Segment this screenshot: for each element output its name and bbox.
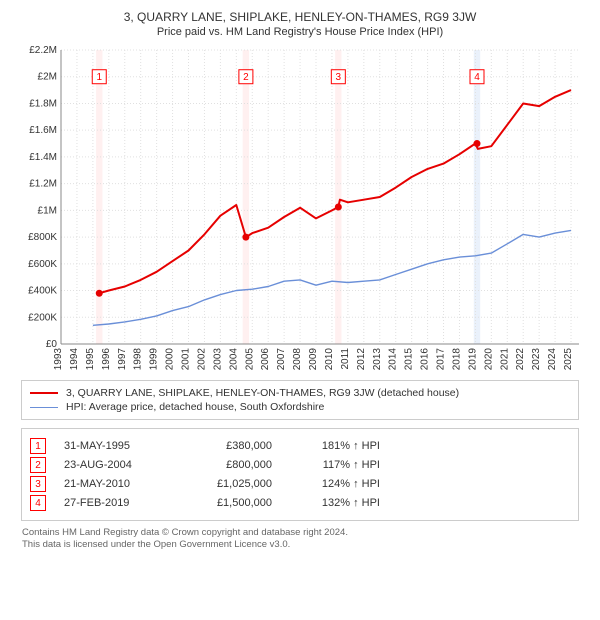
y-tick-label: £1M <box>38 205 57 216</box>
legend-label: 3, QUARRY LANE, SHIPLAKE, HENLEY-ON-THAM… <box>66 387 459 399</box>
x-tick-label: 2005 <box>244 348 255 371</box>
y-tick-label: £2M <box>38 72 57 83</box>
row-date: 27-FEB-2019 <box>64 497 164 509</box>
sale-marker-dot <box>96 290 103 297</box>
row-price: £1,025,000 <box>182 478 272 490</box>
row-price: £800,000 <box>182 459 272 471</box>
x-tick-label: 2000 <box>165 348 176 371</box>
x-tick-label: 2010 <box>324 348 335 371</box>
x-tick-label: 2001 <box>181 348 192 371</box>
table-row: 2 23-AUG-2004 £800,000 117% ↑ HPI <box>30 457 570 473</box>
row-price: £380,000 <box>182 440 272 452</box>
legend-label: HPI: Average price, detached house, Sout… <box>66 401 324 413</box>
chart-marker-label: 2 <box>243 72 249 83</box>
x-tick-label: 2020 <box>483 348 494 371</box>
table-row: 1 31-MAY-1995 £380,000 181% ↑ HPI <box>30 438 570 454</box>
row-price: £1,500,000 <box>182 497 272 509</box>
row-date: 21-MAY-2010 <box>64 478 164 490</box>
x-tick-label: 2004 <box>228 348 239 371</box>
table-row: 3 21-MAY-2010 £1,025,000 124% ↑ HPI <box>30 476 570 492</box>
x-tick-label: 1993 <box>53 348 64 371</box>
row-marker: 1 <box>30 438 46 454</box>
row-marker: 4 <box>30 495 46 511</box>
x-tick-label: 1994 <box>69 348 80 371</box>
credits-line: This data is licensed under the Open Gov… <box>22 539 578 551</box>
x-tick-label: 1996 <box>101 348 112 371</box>
x-tick-label: 2022 <box>515 348 526 371</box>
x-tick-label: 1995 <box>85 348 96 371</box>
row-date: 31-MAY-1995 <box>64 440 164 452</box>
legend-row: 3, QUARRY LANE, SHIPLAKE, HENLEY-ON-THAM… <box>30 387 570 399</box>
y-tick-label: £400K <box>28 286 57 297</box>
chart-marker-label: 4 <box>474 72 480 83</box>
table-row: 4 27-FEB-2019 £1,500,000 132% ↑ HPI <box>30 495 570 511</box>
x-tick-label: 1997 <box>117 348 128 371</box>
sales-table: 1 31-MAY-1995 £380,000 181% ↑ HPI 2 23-AUG-20… <box>21 428 579 521</box>
x-tick-label: 1999 <box>149 348 160 371</box>
x-tick-label: 2021 <box>499 348 510 371</box>
x-tick-label: 2015 <box>404 348 415 371</box>
x-tick-label: 2023 <box>531 348 542 371</box>
x-tick-label: 2024 <box>547 348 558 371</box>
sale-marker-dot <box>473 140 480 147</box>
x-tick-label: 2003 <box>212 348 223 371</box>
x-tick-label: 2011 <box>340 348 351 370</box>
y-tick-label: £1.4M <box>29 152 57 163</box>
price-chart: £0£200K£400K£600K£800K£1M£1.2M£1.4M£1.6M… <box>15 44 585 374</box>
row-pct: 124% ↑ HPI <box>290 478 380 490</box>
x-tick-label: 2017 <box>436 348 447 371</box>
chart-band <box>243 50 249 344</box>
legend: 3, QUARRY LANE, SHIPLAKE, HENLEY-ON-THAM… <box>21 380 579 420</box>
credits: Contains HM Land Registry data © Crown c… <box>22 527 578 552</box>
row-marker: 3 <box>30 476 46 492</box>
y-tick-label: £1.6M <box>29 125 57 136</box>
row-date: 23-AUG-2004 <box>64 459 164 471</box>
x-tick-label: 1998 <box>133 348 144 371</box>
x-tick-label: 2008 <box>292 348 303 371</box>
sale-marker-dot <box>242 234 249 241</box>
y-tick-label: £1.8M <box>29 98 57 109</box>
y-tick-label: £800K <box>28 232 57 243</box>
row-marker: 2 <box>30 457 46 473</box>
x-tick-label: 2019 <box>467 348 478 371</box>
chart-marker-label: 3 <box>336 72 342 83</box>
x-tick-label: 2006 <box>260 348 271 371</box>
legend-swatch <box>30 407 58 408</box>
chart-band <box>96 50 102 344</box>
legend-row: HPI: Average price, detached house, Sout… <box>30 401 570 413</box>
x-tick-label: 2025 <box>563 348 574 371</box>
x-tick-label: 2002 <box>196 348 207 371</box>
x-tick-label: 2012 <box>356 348 367 371</box>
x-tick-label: 2018 <box>451 348 462 371</box>
page-title: 3, QUARRY LANE, SHIPLAKE, HENLEY-ON-THAM… <box>8 10 592 24</box>
y-tick-label: £1.2M <box>29 179 57 190</box>
chart-marker-label: 1 <box>96 72 102 83</box>
chart-band <box>474 50 480 344</box>
x-tick-label: 2009 <box>308 348 319 371</box>
row-pct: 132% ↑ HPI <box>290 497 380 509</box>
y-tick-label: £2.2M <box>29 45 57 56</box>
x-tick-label: 2013 <box>372 348 383 371</box>
y-tick-label: £200K <box>28 312 57 323</box>
page-subtitle: Price paid vs. HM Land Registry's House … <box>8 26 592 38</box>
row-pct: 117% ↑ HPI <box>290 459 380 471</box>
legend-swatch <box>30 392 58 394</box>
x-tick-label: 2014 <box>388 348 399 371</box>
x-tick-label: 2016 <box>420 348 431 371</box>
sale-marker-dot <box>335 204 342 211</box>
x-tick-label: 2007 <box>276 348 287 371</box>
y-tick-label: £600K <box>28 259 57 270</box>
row-pct: 181% ↑ HPI <box>290 440 380 452</box>
chart-band <box>335 50 341 344</box>
credits-line: Contains HM Land Registry data © Crown c… <box>22 527 578 539</box>
